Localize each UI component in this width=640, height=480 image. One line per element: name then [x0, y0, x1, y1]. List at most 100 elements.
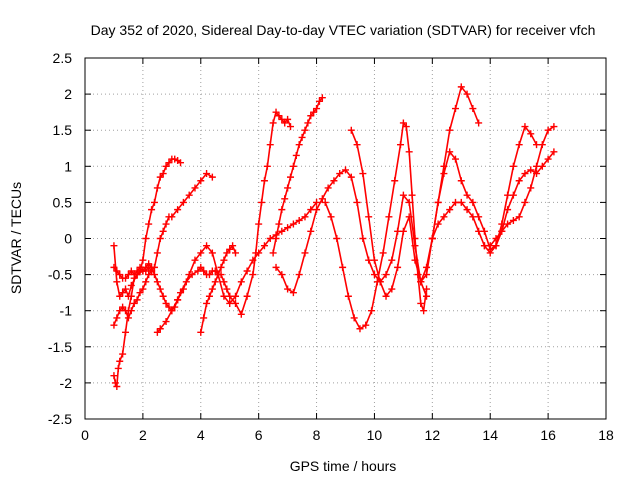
data-point-marker — [116, 292, 124, 300]
data-point-marker — [260, 177, 268, 185]
data-point-marker — [110, 242, 118, 250]
data-point-marker — [162, 162, 170, 170]
data-point-marker — [463, 206, 471, 214]
data-point-marker — [368, 307, 376, 315]
data-point-marker — [191, 184, 199, 192]
data-point-marker — [214, 271, 222, 279]
data-point-marker — [162, 318, 170, 326]
data-point-marker — [217, 263, 225, 271]
data-point-marker — [538, 141, 546, 149]
y-tick-label: -1 — [60, 303, 73, 319]
data-point-marker — [226, 292, 234, 300]
data-point-marker — [515, 213, 523, 221]
data-point-marker — [133, 296, 141, 304]
data-point-marker — [142, 235, 150, 242]
data-series — [110, 83, 558, 391]
x-tick-label: 14 — [482, 427, 498, 443]
data-point-marker — [263, 162, 271, 170]
data-point-marker — [533, 162, 541, 170]
data-point-marker — [295, 271, 303, 279]
data-point-marker — [515, 141, 523, 149]
data-point-marker — [113, 314, 121, 322]
data-point-marker — [292, 151, 300, 159]
data-point-marker — [313, 198, 321, 206]
y-tick-label: 2.5 — [53, 50, 73, 66]
data-point-marker — [318, 94, 326, 102]
data-point-marker — [275, 112, 283, 120]
data-point-marker — [156, 325, 164, 333]
data-point-marker — [122, 274, 130, 282]
data-point-marker — [130, 299, 138, 307]
data-point-marker — [402, 123, 410, 131]
data-point-marker — [423, 263, 431, 271]
series-line-track-10 — [324, 122, 428, 330]
data-point-marker — [423, 285, 431, 293]
data-point-marker — [457, 198, 465, 206]
data-point-marker — [289, 289, 297, 297]
data-point-marker — [475, 119, 483, 127]
data-point-marker — [223, 285, 231, 293]
data-point-marker — [205, 271, 213, 279]
data-point-marker — [521, 170, 529, 178]
y-tick-label: 1.5 — [53, 122, 73, 138]
data-point-marker — [313, 206, 321, 214]
data-point-marker — [156, 235, 164, 242]
data-point-marker — [156, 285, 164, 293]
data-point-marker — [544, 126, 552, 134]
data-point-marker — [266, 141, 274, 149]
data-point-marker — [284, 224, 292, 232]
data-point-marker — [153, 249, 161, 257]
data-point-marker — [174, 296, 182, 304]
data-point-marker — [179, 198, 187, 206]
data-point-marker — [434, 198, 442, 206]
data-point-marker — [220, 278, 228, 286]
y-tick-label: -1.5 — [48, 339, 72, 355]
data-point-marker — [411, 256, 419, 264]
data-point-marker — [114, 364, 122, 372]
data-point-marker — [527, 166, 535, 174]
x-axis-label: GPS time / hours — [290, 458, 397, 474]
data-point-marker — [333, 235, 341, 242]
data-point-marker — [344, 292, 352, 300]
data-point-marker — [353, 141, 361, 149]
x-tick-label: 10 — [367, 427, 383, 443]
data-point-marker — [417, 278, 425, 286]
data-point-marker — [275, 220, 283, 228]
data-point-marker — [116, 357, 124, 365]
y-axis-label: SDTVAR / TECUs — [8, 182, 24, 294]
data-point-marker — [153, 184, 161, 192]
data-point-marker — [139, 285, 147, 293]
data-point-marker — [315, 97, 323, 105]
data-point-marker — [382, 292, 390, 300]
data-point-marker — [237, 278, 245, 286]
data-point-marker — [278, 271, 286, 279]
data-point-marker — [521, 123, 529, 131]
data-point-marker — [252, 249, 260, 257]
data-point-marker — [550, 123, 558, 131]
data-point-marker — [174, 206, 182, 214]
data-point-marker — [318, 195, 326, 203]
data-point-marker — [153, 278, 161, 286]
series-line-track-1 — [113, 158, 181, 388]
data-point-marker — [208, 173, 216, 181]
data-point-marker — [127, 307, 135, 315]
data-point-marker — [162, 220, 170, 228]
data-point-marker — [388, 256, 396, 264]
data-point-marker — [304, 119, 312, 127]
chart-title: Day 352 of 2020, Sidereal Day-to-day VTE… — [91, 22, 596, 38]
data-point-marker — [159, 292, 167, 300]
data-point-marker — [243, 267, 251, 275]
data-point-marker — [347, 173, 355, 181]
data-point-marker — [396, 141, 404, 149]
data-point-marker — [119, 303, 127, 311]
data-point-marker — [509, 162, 517, 170]
data-point-marker — [148, 263, 156, 271]
data-point-marker — [191, 256, 199, 264]
data-point-marker — [278, 227, 286, 235]
data-point-marker — [110, 321, 118, 329]
data-point-marker — [463, 90, 471, 98]
data-point-marker — [327, 213, 335, 221]
y-tick-label: 0 — [64, 231, 72, 247]
data-point-marker — [420, 307, 428, 315]
